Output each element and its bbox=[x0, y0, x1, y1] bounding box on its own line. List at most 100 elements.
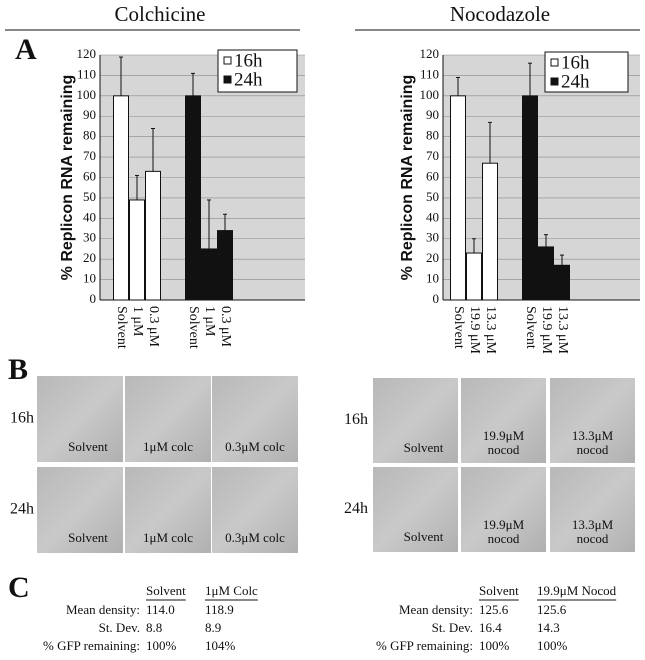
micrograph-label: 1μM colc bbox=[143, 439, 193, 454]
micrograph-label: 13.3μM nocod bbox=[571, 518, 614, 546]
y-tick-label: 40 bbox=[83, 209, 96, 224]
micrograph bbox=[37, 467, 123, 553]
micrograph bbox=[550, 378, 635, 463]
micrograph-label: 0.3μM colc bbox=[225, 530, 285, 545]
row-label: St. Dev. bbox=[99, 620, 140, 635]
bar bbox=[466, 252, 482, 301]
cell: 125.6 bbox=[537, 602, 567, 617]
cell: 14.3 bbox=[537, 620, 560, 635]
column-header: 19.9μM Nocod bbox=[537, 583, 617, 598]
micrograph bbox=[373, 378, 458, 463]
y-tick-label: 70 bbox=[83, 148, 96, 163]
micrograph-label: Solvent bbox=[68, 439, 108, 454]
bar bbox=[113, 95, 129, 301]
row-label: Mean density: bbox=[66, 602, 140, 617]
y-tick-label: 10 bbox=[426, 271, 439, 286]
bar bbox=[554, 264, 570, 301]
micrograph bbox=[212, 467, 298, 553]
legend-label: 16h bbox=[561, 52, 590, 73]
micrograph-label-box: 13.3μM nocod bbox=[572, 429, 613, 457]
x-tick-label: Solvent bbox=[451, 306, 466, 349]
y-axis-title: % Replicon RNA remaining bbox=[59, 75, 76, 281]
micrograph-label-box: 19.9μM nocod bbox=[482, 518, 525, 546]
legend-label: 16h bbox=[234, 50, 263, 71]
bar bbox=[522, 95, 538, 301]
micrograph-label-box: 13.3μM nocod bbox=[571, 518, 614, 546]
legend-label: 24h bbox=[234, 69, 263, 90]
row-label: Mean density: bbox=[399, 602, 473, 617]
panel-letter: C bbox=[8, 571, 30, 604]
y-tick-label: 50 bbox=[83, 189, 96, 204]
cell: 100% bbox=[146, 638, 177, 653]
x-tick-label: 19.9 μM bbox=[539, 306, 554, 355]
micrograph-label: 19.9μM nocod bbox=[482, 518, 525, 546]
micrograph-label: Solvent bbox=[404, 529, 444, 544]
cell: 100% bbox=[479, 638, 510, 653]
chart-title: Colchicine bbox=[115, 2, 206, 26]
y-tick-label: 60 bbox=[426, 168, 439, 183]
row-label: 24h bbox=[10, 501, 34, 518]
y-tick-label: 110 bbox=[77, 66, 96, 81]
y-tick-label: 80 bbox=[83, 128, 96, 143]
chart-title: Nocodazole bbox=[450, 2, 550, 26]
cell: 8.8 bbox=[146, 620, 162, 635]
micrograph-label: Solvent bbox=[68, 530, 108, 545]
micrograph bbox=[125, 467, 211, 553]
y-tick-label: 100 bbox=[77, 87, 97, 102]
y-tick-label: 110 bbox=[420, 66, 439, 81]
legend-swatch bbox=[223, 75, 232, 84]
column-header: Solvent bbox=[479, 583, 519, 598]
y-tick-label: 30 bbox=[426, 230, 439, 245]
micrograph bbox=[550, 467, 635, 552]
bar bbox=[185, 95, 201, 301]
micrograph-label-box: 19.9μM nocod bbox=[482, 429, 525, 457]
row-label: % GFP remaining: bbox=[376, 638, 473, 653]
legend-swatch bbox=[550, 58, 559, 67]
bar bbox=[217, 230, 233, 301]
x-tick-label: 13.3 μM bbox=[483, 306, 498, 355]
micrograph bbox=[37, 376, 123, 462]
micrograph-label: 1μM colc bbox=[143, 530, 193, 545]
x-tick-label: 1 μM bbox=[202, 306, 217, 337]
bar bbox=[538, 246, 554, 301]
y-tick-label: 100 bbox=[420, 87, 440, 102]
micrograph-label: 19.9μM nocod bbox=[482, 429, 525, 457]
legend-label: 24h bbox=[561, 71, 590, 92]
y-tick-label: 120 bbox=[77, 46, 97, 61]
row-label: St. Dev. bbox=[432, 620, 473, 635]
x-tick-label: Solvent bbox=[523, 306, 538, 349]
y-tick-label: 40 bbox=[426, 209, 439, 224]
x-tick-label: 13.3 μM bbox=[555, 306, 570, 355]
panel-letter: B bbox=[8, 353, 28, 386]
row-label: 24h bbox=[344, 500, 368, 517]
micrograph bbox=[461, 467, 546, 552]
cell: 16.4 bbox=[479, 620, 502, 635]
bar bbox=[145, 170, 161, 301]
panel-letter: A bbox=[15, 33, 37, 66]
cell: 100% bbox=[537, 638, 568, 653]
bar bbox=[482, 162, 498, 301]
x-tick-label: 1 μM bbox=[130, 306, 145, 337]
y-tick-label: 90 bbox=[426, 107, 439, 122]
cell: 8.9 bbox=[205, 620, 221, 635]
y-tick-label: 50 bbox=[426, 189, 439, 204]
cell: 118.9 bbox=[205, 602, 234, 617]
y-tick-label: 10 bbox=[83, 271, 96, 286]
y-axis-title: % Replicon RNA remaining bbox=[399, 75, 416, 281]
cell: 114.0 bbox=[146, 602, 175, 617]
micrograph bbox=[125, 376, 211, 462]
bar bbox=[450, 95, 466, 301]
bar bbox=[129, 199, 145, 301]
bar bbox=[201, 248, 217, 301]
x-tick-label: 0.3 μM bbox=[146, 306, 161, 348]
y-tick-label: 20 bbox=[83, 250, 96, 265]
y-tick-label: 90 bbox=[83, 107, 96, 122]
legend-swatch bbox=[223, 56, 232, 65]
y-tick-label: 0 bbox=[433, 291, 440, 306]
cell: 125.6 bbox=[479, 602, 509, 617]
micrograph bbox=[461, 378, 546, 463]
legend-box bbox=[544, 51, 629, 93]
x-tick-label: Solvent bbox=[114, 306, 129, 349]
y-tick-label: 120 bbox=[420, 46, 440, 61]
